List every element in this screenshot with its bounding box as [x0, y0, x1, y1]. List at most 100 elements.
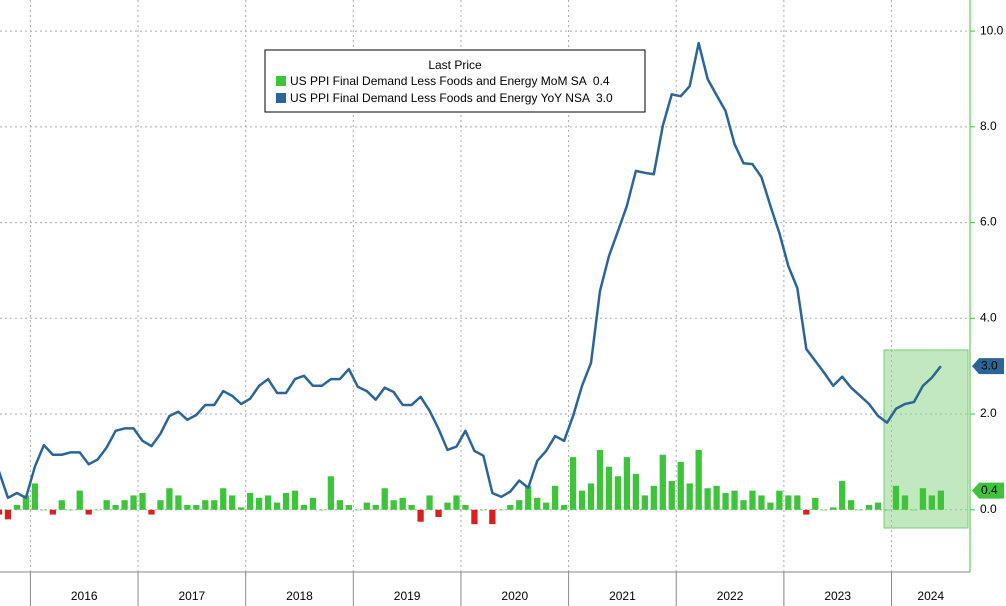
bar — [282, 493, 290, 510]
marks — [0, 41, 944, 525]
bar — [722, 493, 729, 510]
bar — [309, 497, 317, 510]
bar — [758, 495, 765, 510]
bar — [892, 485, 900, 510]
bar — [76, 490, 83, 510]
bar — [480, 509, 487, 511]
bar — [507, 504, 514, 510]
bar — [668, 481, 675, 510]
y-tick-label: 4.0 — [980, 310, 997, 324]
legend-title: Last Price — [428, 58, 482, 72]
bar — [713, 485, 720, 510]
bar — [525, 485, 532, 510]
bar — [587, 483, 595, 510]
bar — [453, 495, 460, 510]
bar — [390, 500, 397, 510]
value-tag — [972, 358, 1004, 375]
bar — [910, 509, 918, 511]
bar — [543, 502, 550, 510]
bar — [641, 495, 648, 510]
value-tag-label: 3.0 — [981, 358, 998, 372]
legend: Last Price US PPI Final Demand Less Food… — [264, 49, 646, 113]
bar — [812, 497, 819, 510]
x-tick-label: 2022 — [717, 589, 744, 603]
legend-value: 0.4 — [593, 74, 610, 88]
value-tag-label: 0.4 — [981, 483, 998, 497]
bar — [0, 509, 3, 515]
bar — [121, 500, 128, 510]
bar — [22, 495, 30, 510]
legend-entry: US PPI Final Demand Less Foods and Energ… — [290, 91, 613, 105]
bar — [444, 502, 451, 510]
x-tick-label: 2024 — [917, 589, 944, 603]
bar — [677, 461, 684, 510]
bar — [40, 509, 47, 511]
bar — [848, 500, 855, 510]
bar — [372, 504, 379, 510]
bar — [731, 490, 738, 510]
bar — [148, 509, 155, 515]
legend-swatch — [276, 93, 286, 103]
y-tick-label: 6.0 — [980, 215, 997, 229]
y-tick-label: 0.0 — [980, 502, 997, 516]
bar — [130, 495, 137, 510]
bar — [471, 509, 478, 525]
bar — [821, 509, 828, 511]
x-tick-label: 2020 — [501, 589, 528, 603]
bar — [830, 507, 837, 510]
bar — [85, 509, 92, 515]
bar — [291, 490, 299, 510]
x-tick-label: 2019 — [394, 589, 421, 603]
bar — [650, 485, 657, 510]
bar — [462, 504, 469, 510]
bar — [211, 500, 218, 510]
bar — [839, 481, 846, 510]
y-tick-label: 8.0 — [980, 119, 997, 133]
bar — [58, 500, 65, 510]
bar — [435, 509, 442, 517]
axes: 0.0 2.0 4.0 6.0 8.0 10.0 2016 2017 2018 2019 2020 2… — [29, 23, 1004, 606]
bar — [229, 495, 236, 510]
bar — [345, 504, 352, 510]
bar — [560, 504, 568, 510]
bar — [686, 483, 693, 510]
bar — [4, 509, 12, 520]
bar — [255, 497, 263, 510]
bar — [767, 502, 774, 510]
bar — [417, 509, 424, 522]
bar — [534, 497, 541, 510]
bar — [300, 504, 308, 510]
x-tick-label: 2018 — [286, 589, 313, 603]
bar — [166, 488, 173, 510]
line — [0, 41, 942, 500]
bar — [327, 476, 335, 510]
bar — [659, 454, 666, 510]
bar — [426, 495, 433, 510]
bar — [220, 488, 227, 510]
bar — [623, 457, 631, 510]
bar — [31, 483, 39, 510]
bar — [937, 490, 944, 510]
bar — [354, 509, 361, 511]
legend-swatch — [276, 76, 286, 86]
bar — [175, 495, 182, 510]
x-tick-label: 2017 — [179, 589, 206, 603]
bar — [776, 490, 783, 510]
bar — [794, 495, 801, 510]
bar — [139, 493, 146, 510]
bar — [381, 488, 388, 510]
bar — [695, 449, 702, 510]
legend-box — [264, 49, 646, 113]
bar — [596, 449, 604, 510]
bar — [238, 507, 245, 510]
bar — [399, 497, 406, 510]
bar — [489, 509, 496, 525]
bar — [273, 502, 281, 510]
bar — [785, 495, 792, 510]
bar — [578, 490, 586, 510]
bar — [632, 473, 640, 510]
x-tick-label: 2023 — [824, 589, 851, 603]
legend-label: US PPI Final Demand Less Foods and Energ… — [290, 91, 590, 105]
bar — [247, 493, 254, 510]
